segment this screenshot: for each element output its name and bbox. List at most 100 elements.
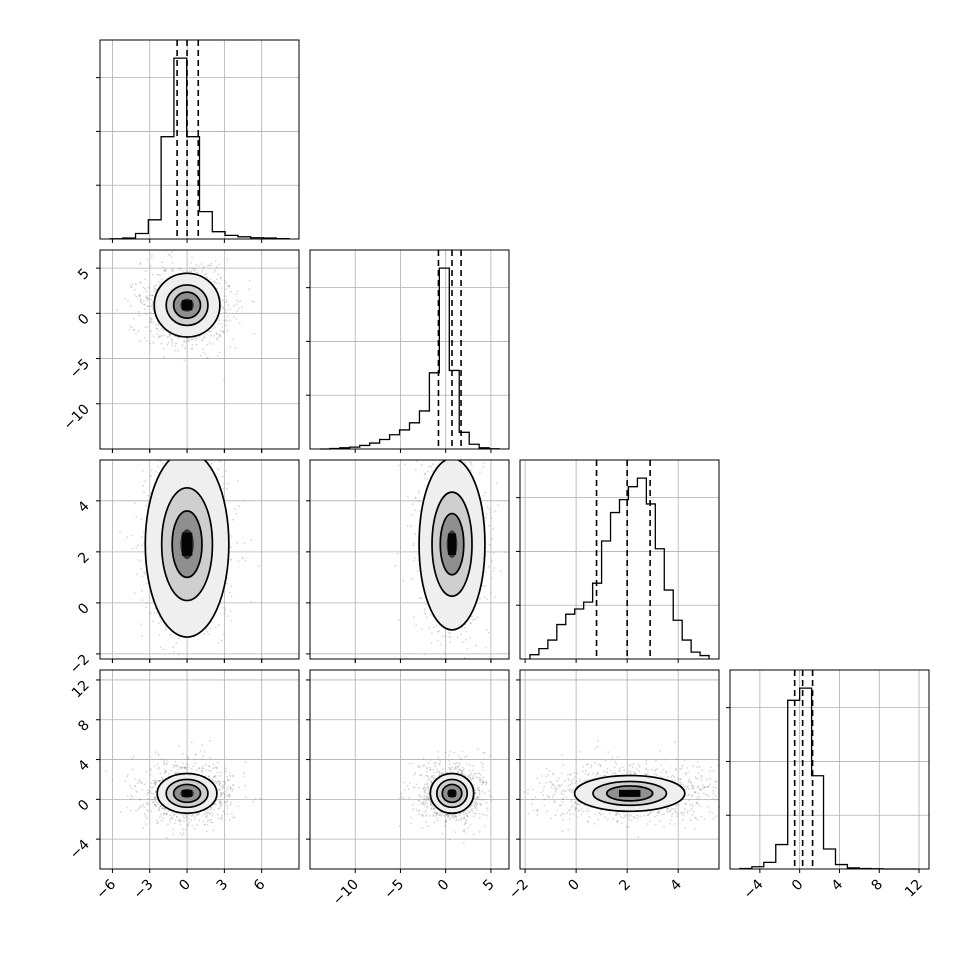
sample-point [433,808,436,811]
sample-point [449,769,451,771]
sample-point [170,817,173,820]
sample-point [484,585,486,588]
sample-point [418,813,420,816]
sample-point [233,304,235,307]
sample-point [156,333,159,336]
sample-point [139,263,142,266]
density-peak [181,532,193,556]
sample-point [187,766,189,769]
sample-point [442,437,444,439]
sample-point [478,779,481,781]
sample-point [155,612,158,615]
sample-point [485,513,488,515]
sample-point [233,315,235,318]
sample-point [153,803,156,806]
scatter-panel-3-0 [96,669,300,873]
sample-point [437,756,440,759]
sample-point [181,766,184,769]
sample-point [160,413,162,415]
sample-point [218,783,221,785]
sample-point [208,330,211,333]
sample-point [143,571,146,574]
sample-point [162,648,165,651]
sample-point [225,790,228,793]
sample-point [139,299,142,302]
sample-point [460,771,463,774]
sample-point [129,285,132,288]
sample-point [211,327,214,330]
sample-point [452,816,455,818]
sample-point [175,764,177,767]
sample-point [232,518,234,521]
sample-point [430,642,433,645]
sample-point [158,780,161,783]
sample-point [454,766,457,769]
sample-point [220,794,222,797]
sample-point [427,797,430,799]
sample-point [469,773,472,776]
sample-point [181,762,184,765]
sample-point [483,792,486,795]
sample-point [228,284,231,287]
sample-point [225,299,228,302]
sample-point [469,764,471,767]
sample-point [476,797,478,799]
sample-point [229,788,232,791]
sample-point [430,807,432,810]
sample-point [215,337,218,340]
sample-point [471,458,473,460]
sample-point [165,759,168,762]
sample-point [467,775,469,778]
sample-point [424,795,426,797]
sample-point [484,491,487,494]
sample-point [472,777,474,780]
sample-point [147,791,149,794]
sample-point [205,272,208,275]
sample-point [402,579,405,582]
sample-point [149,612,152,615]
sample-point [203,273,206,276]
sample-point [469,777,471,780]
sample-point [449,750,452,753]
sample-point [140,536,143,538]
sample-point [134,778,137,780]
sample-point [414,468,417,471]
sample-point [195,343,198,346]
sample-point [397,464,400,467]
sample-point [221,814,223,817]
sample-point [154,790,157,793]
sample-point [222,784,224,787]
sample-point [474,792,477,795]
sample-point [224,608,227,611]
sample-point [173,772,176,774]
sample-point [186,813,189,816]
sample-point [146,793,149,796]
sample-point [435,625,438,627]
sample-point [212,775,215,778]
sample-point [437,640,439,642]
sample-point [441,768,444,770]
sample-point [203,336,205,339]
sample-point [159,460,162,463]
sample-point [151,308,154,311]
sample-point [214,446,216,448]
sample-point [159,335,162,338]
sample-point [429,769,431,771]
sample-point [172,269,175,271]
sample-point [224,781,227,784]
sample-point [219,788,221,791]
sample-point [172,764,175,766]
sample-point [168,452,170,454]
sample-point [223,319,226,322]
sample-point [144,783,147,786]
sample-point [465,819,468,822]
sample-point [219,801,222,804]
sample-point [207,242,209,244]
sample-point [185,817,188,819]
sample-point [408,763,411,765]
sample-point [221,325,223,328]
sample-point [415,808,418,811]
sample-point [147,286,150,289]
sample-point [242,775,245,778]
sample-point [218,282,221,285]
